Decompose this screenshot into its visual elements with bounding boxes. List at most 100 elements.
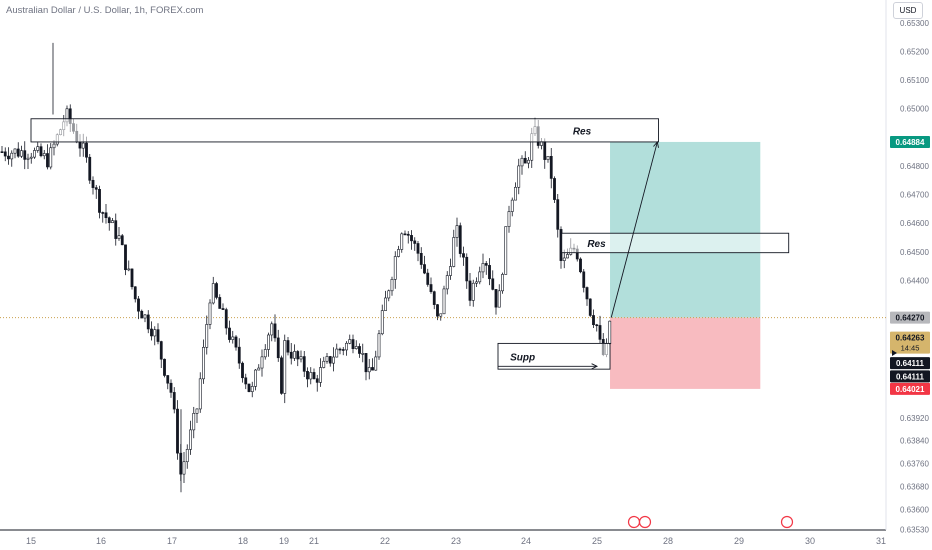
candle-body: [341, 349, 345, 351]
price-tick-label: 0.63760: [900, 460, 929, 469]
candle-body: [202, 346, 205, 380]
candle-body: [546, 156, 550, 160]
price-tick-label: 0.63600: [900, 505, 929, 514]
candle-body: [595, 324, 599, 327]
candle-body: [166, 375, 170, 384]
candle-body: [140, 310, 144, 319]
candle-body: [254, 369, 257, 387]
candle-body: [328, 356, 332, 364]
candle-body: [442, 288, 446, 315]
candle-body: [296, 351, 300, 360]
candle-body: [260, 356, 264, 369]
candle-body: [98, 188, 101, 213]
stop-price-label: 0.64021: [896, 385, 925, 394]
price-tick-label: 0.64700: [900, 191, 929, 200]
arrow-head: [653, 140, 659, 148]
candle-body: [335, 348, 339, 358]
candle-body: [371, 367, 374, 371]
candle-body: [426, 272, 430, 285]
candle-body: [88, 156, 92, 181]
candle-body: [364, 353, 368, 373]
candle-body: [471, 282, 475, 301]
candle-body: [309, 372, 313, 380]
candle-body: [338, 348, 342, 351]
candle-body: [299, 356, 303, 360]
candle-body: [462, 253, 465, 258]
candle-body: [361, 353, 365, 355]
candle-body: [78, 141, 82, 149]
candle-body: [413, 240, 417, 244]
candle-body: [263, 349, 267, 358]
candle-body: [501, 274, 504, 292]
candle-body: [231, 336, 235, 340]
flag-icon: [780, 515, 794, 529]
currency-button[interactable]: USD: [893, 2, 923, 19]
candle-body: [393, 256, 397, 280]
price-tick-label: 0.63680: [900, 482, 929, 491]
candle-body: [302, 356, 306, 372]
crosshair-price-label-2-bg: [890, 370, 930, 383]
candle-body: [94, 187, 98, 190]
price-tick-label: 0.63840: [900, 437, 929, 446]
zone-rectangle: [30, 118, 659, 143]
candle-body: [452, 237, 456, 267]
zone-rectangle: [561, 232, 790, 254]
candle-body: [273, 323, 277, 339]
candle-body: [36, 146, 40, 151]
candle-body: [549, 156, 553, 179]
candle-body: [150, 328, 153, 337]
candle-body: [400, 233, 404, 250]
time-tick-label: 15: [26, 536, 36, 546]
candle-body: [504, 226, 508, 275]
candle-body: [351, 339, 355, 349]
candle-body: [582, 271, 586, 288]
candle-body: [23, 150, 27, 160]
time-tick-label: 18: [238, 536, 248, 546]
candle-body: [468, 280, 472, 301]
candle-body: [458, 225, 462, 254]
candle-body: [13, 148, 17, 154]
candle-body: [172, 392, 176, 410]
candle-body: [436, 304, 439, 317]
price-tick-label: 0.63920: [900, 414, 929, 423]
candle-body: [608, 320, 612, 345]
candle-body: [20, 150, 23, 157]
candle-body: [257, 367, 261, 371]
candle-body: [107, 217, 111, 224]
candle-body: [169, 382, 173, 393]
entry-price-label: 0.64270: [896, 314, 925, 323]
candle-body: [189, 429, 192, 450]
price-tick-label: 0.65000: [900, 105, 929, 114]
candle-body: [250, 386, 254, 392]
candle-body: [432, 291, 436, 305]
candle-body: [42, 153, 46, 157]
candle-body: [325, 356, 329, 362]
candle-body: [104, 212, 108, 219]
candle-body: [153, 329, 157, 337]
candle-body: [137, 298, 140, 312]
candle-body: [237, 346, 241, 364]
candle-body: [315, 378, 319, 383]
candle-body: [127, 268, 131, 271]
current-price-label-countdown: 14:45: [901, 344, 920, 353]
time-tick-label: 31: [876, 536, 886, 546]
crosshair-price-label-2: 0.64111: [896, 372, 925, 381]
candle-body: [377, 333, 381, 358]
stop-price-label-bg: [890, 382, 930, 395]
candle-body: [579, 258, 582, 273]
candle-body: [293, 351, 296, 359]
candle-body: [497, 290, 501, 308]
candle-body: [556, 199, 560, 230]
candle-body: [491, 278, 495, 290]
candle-body: [332, 356, 335, 364]
symbol-title: Australian Dollar / U.S. Dollar, 1h, FOR…: [6, 5, 204, 16]
price-tick-label: 0.64600: [900, 219, 929, 228]
candle-body: [358, 346, 361, 354]
candle-body: [211, 283, 215, 304]
candle-body: [185, 449, 189, 463]
candle-body: [319, 367, 322, 383]
candle-body: [244, 377, 248, 385]
time-tick-label: 30: [805, 536, 815, 546]
